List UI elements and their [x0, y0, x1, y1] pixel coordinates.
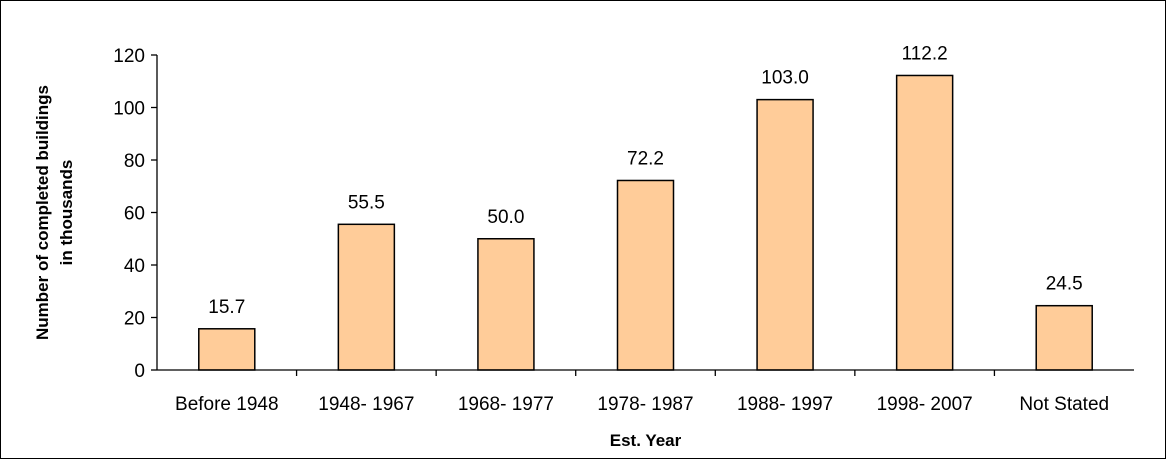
- y-tick-label: 100: [113, 99, 145, 120]
- bar-value-label: 72.2: [627, 148, 664, 169]
- bar: [895, 74, 954, 371]
- x-tick-label: 1968- 1977: [458, 394, 554, 415]
- bar-value-label: 15.7: [208, 297, 245, 318]
- x-tick-label: Not Stated: [1019, 394, 1109, 415]
- value-labels: 15.7 55.5 50.0 72.2 103.0 112.2 24.5: [208, 43, 1082, 317]
- bar-value-label: 103.0: [761, 68, 809, 89]
- x-axis-title: Est. Year: [610, 431, 682, 450]
- bar-value-label: 50.0: [487, 207, 524, 228]
- x-tick-label: Before 1948: [175, 394, 279, 415]
- bars: [198, 74, 1093, 371]
- y-tick-label: 40: [124, 256, 145, 277]
- bar: [1035, 304, 1093, 371]
- y-axis-title-line-2: in thousands: [57, 160, 76, 266]
- bar: [756, 98, 814, 371]
- y-axis-ticks: 0 20 40 60 80 100 120: [113, 46, 996, 382]
- y-axis-title: Number of completed buildings in thousan…: [33, 85, 76, 340]
- x-axis-tick-labels: Before 1948 1948- 1967 1968- 1977 1978- 198…: [175, 394, 1109, 415]
- y-tick-label: 80: [124, 151, 145, 172]
- bar-value-label: 24.5: [1046, 274, 1083, 295]
- bar: [337, 223, 396, 371]
- bar: [477, 238, 535, 371]
- bar-value-label: 112.2: [902, 43, 948, 64]
- y-tick-label: 60: [124, 204, 145, 225]
- x-tick-label: 1978- 1987: [597, 394, 693, 415]
- x-tick-label: 1998- 2007: [877, 394, 973, 415]
- y-tick-label: 120: [113, 46, 145, 67]
- bar: [616, 179, 675, 371]
- bar-value-label: 55.5: [348, 192, 385, 213]
- y-tick-label: 0: [134, 361, 145, 382]
- x-tick-label: 1948- 1967: [318, 394, 414, 415]
- y-axis-title-line-1: Number of completed buildings: [33, 85, 52, 340]
- y-tick-label: 20: [124, 309, 145, 330]
- x-tick-label: 1988- 1997: [737, 394, 833, 415]
- bar: [198, 328, 256, 371]
